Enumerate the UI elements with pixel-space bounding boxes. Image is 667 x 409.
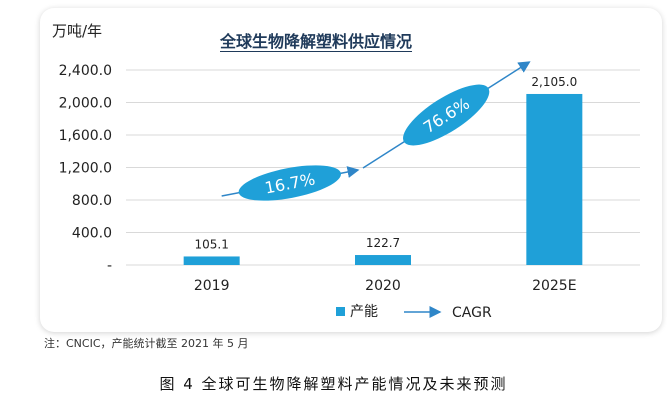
y-tick-label: 1,600.0 (59, 128, 112, 144)
legend-arrow-label: CAGR (452, 305, 492, 321)
bar (183, 256, 240, 265)
bar-value-label: 122.7 (366, 236, 400, 250)
y-tick-label: 2,000.0 (59, 96, 112, 112)
source-note: 注：CNCIC，产能统计截至 2021 年 5 月 (44, 337, 249, 350)
unit-label: 万吨/年 (52, 22, 103, 40)
bar (526, 93, 583, 265)
figure-caption: 图 4 全球可生物降解塑料产能情况及未来预测 (159, 375, 508, 393)
y-tick-label: - (107, 258, 112, 274)
chart-title: 全球生物降解塑料供应情况 (220, 32, 413, 51)
y-tick-label: 2,400.0 (59, 63, 112, 79)
y-tick-label: 400.0 (72, 226, 112, 242)
cagr-ellipse (403, 84, 490, 146)
y-tick-label: 800.0 (72, 193, 112, 209)
x-tick-label: 2020 (365, 278, 401, 294)
x-tick-label: 2019 (194, 278, 230, 294)
legend-bar-label: 产能 (350, 304, 378, 320)
cagr-ellipse (238, 165, 341, 201)
bar (355, 255, 411, 265)
bar-value-label: 105.1 (194, 237, 228, 251)
y-tick-label: 1,200.0 (59, 161, 112, 177)
bar-value-label: 2,105.0 (531, 75, 577, 89)
legend-bar-swatch (336, 307, 345, 316)
x-tick-label: 2025E (532, 278, 576, 294)
